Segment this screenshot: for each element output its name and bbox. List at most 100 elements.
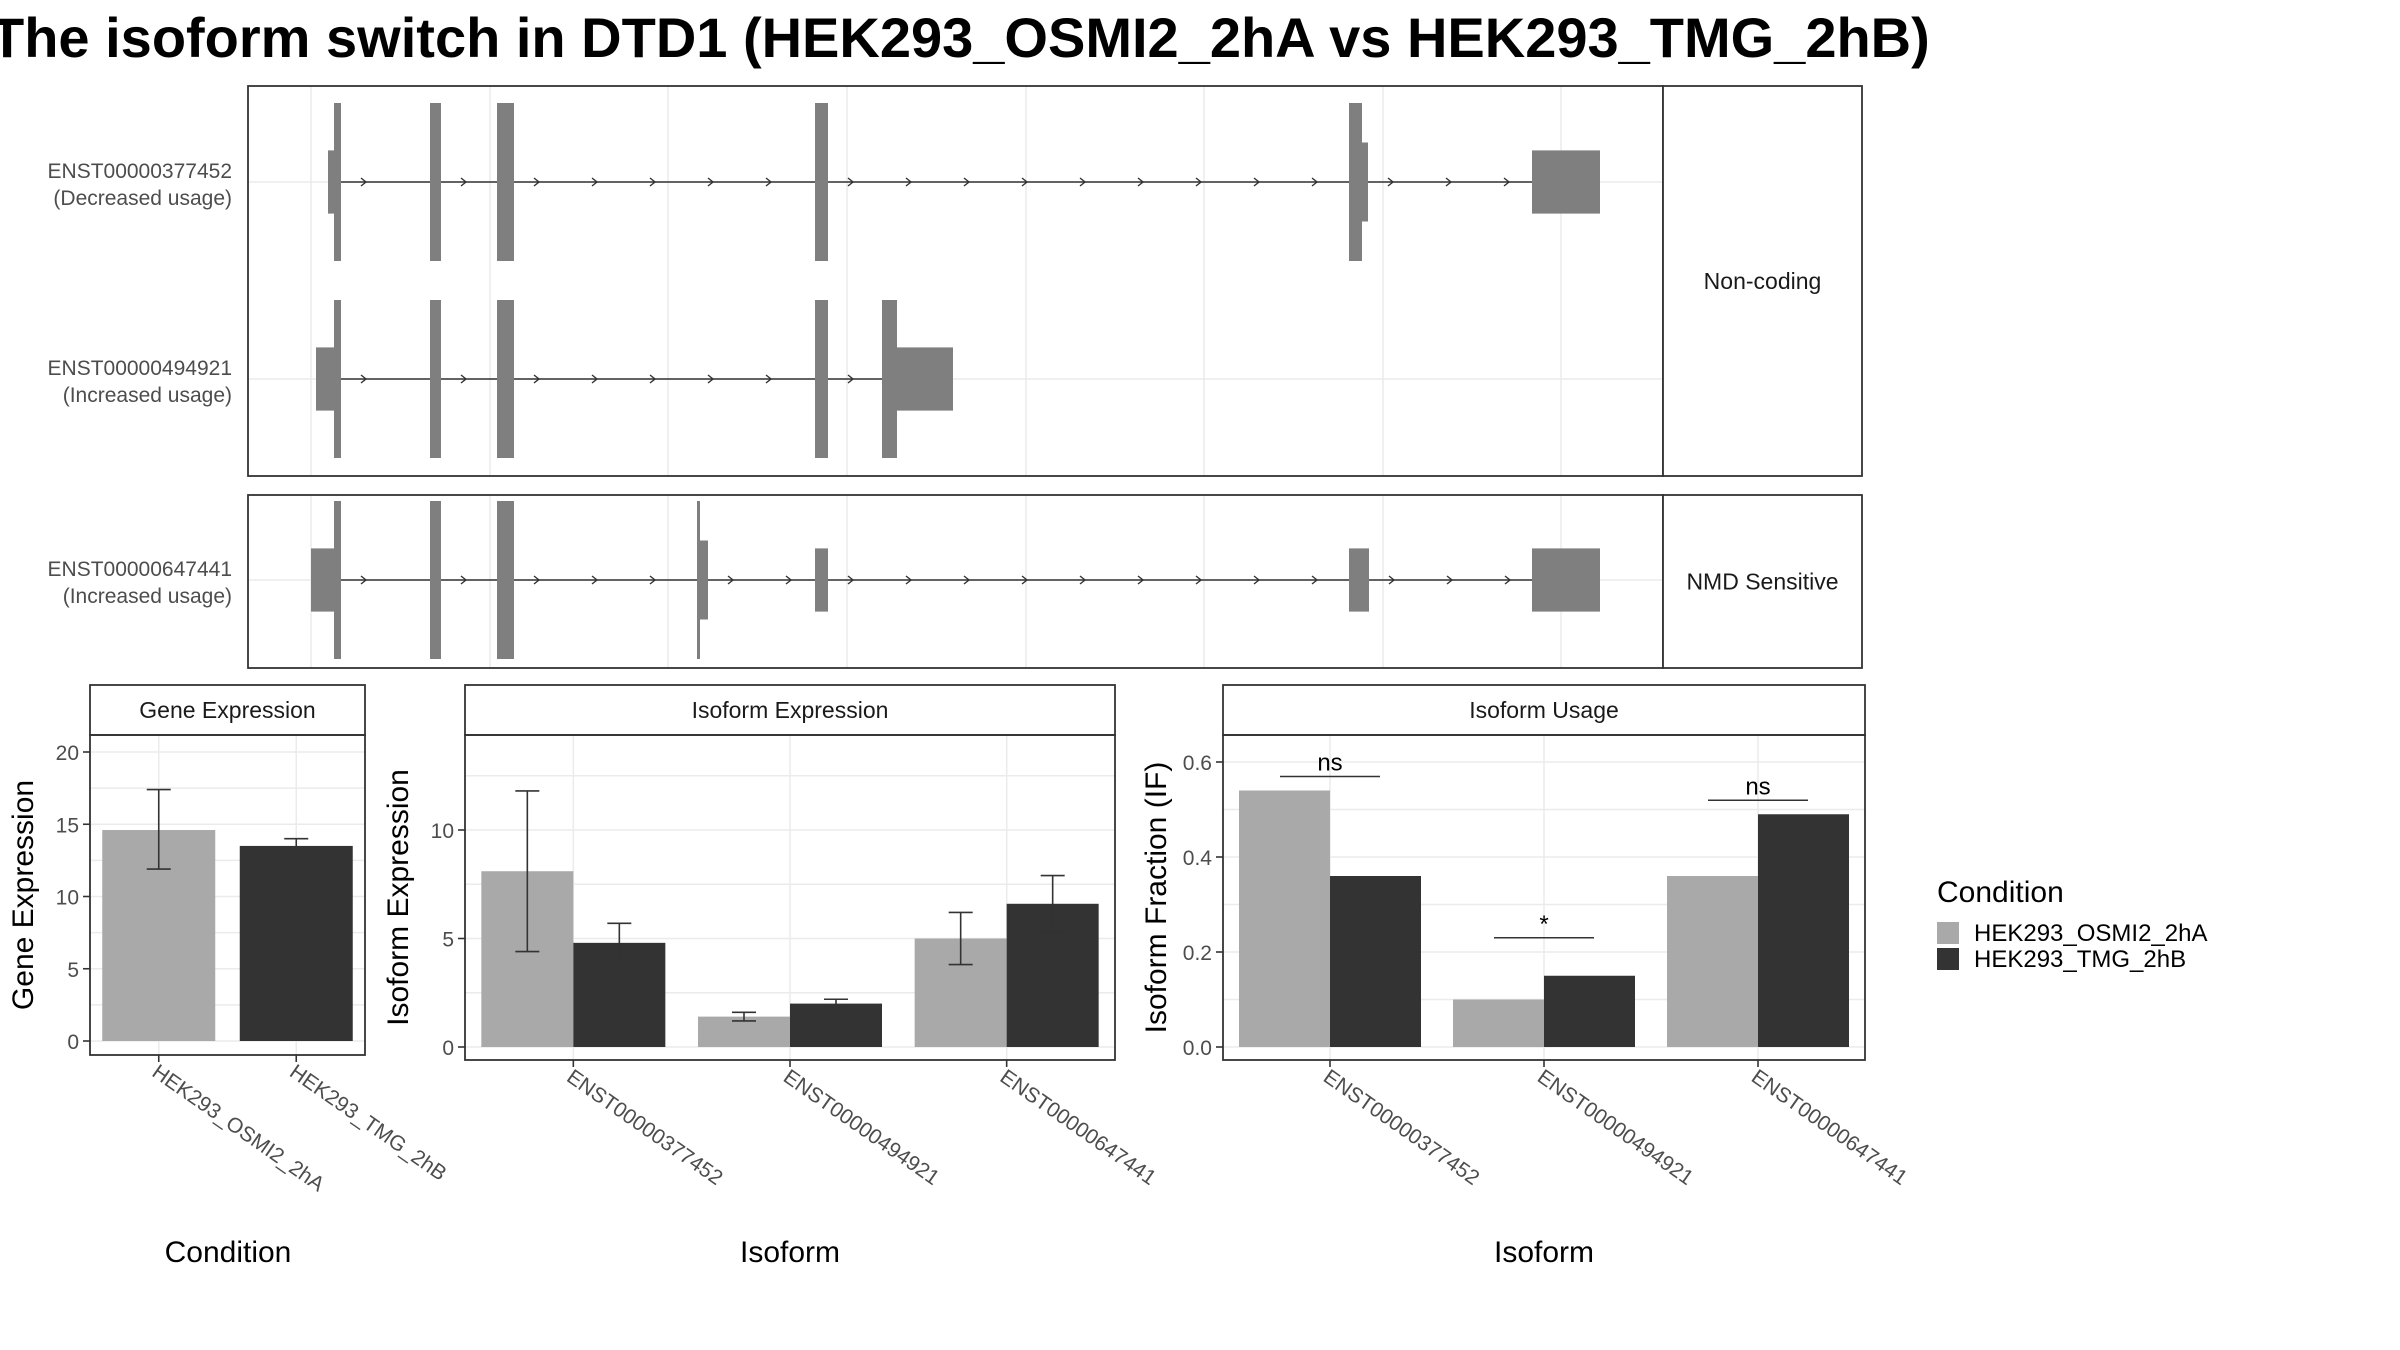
y-tick-label: 0.6 <box>1183 752 1212 775</box>
plot-title: The isoform switch in DTD1 (HEK293_OSMI2… <box>0 6 1930 69</box>
direction-arrow <box>1445 177 1453 187</box>
bar <box>1453 999 1544 1047</box>
legend-swatch <box>1937 948 1959 970</box>
facet-strip-label: NMD Sensitive <box>1686 569 1838 595</box>
direction-arrow <box>460 374 468 384</box>
exon-block <box>815 548 828 612</box>
y-tick-label: 5 <box>442 929 454 952</box>
facet-strip <box>89 684 366 736</box>
legend-item-label: HEK293_OSMI2_2hA <box>1974 920 2207 947</box>
significance-label: ns <box>1317 750 1342 777</box>
direction-arrow <box>727 575 735 585</box>
y-tick-label: 0.2 <box>1183 942 1212 965</box>
exon-block <box>334 103 341 261</box>
bar <box>1667 876 1758 1047</box>
exon-block <box>1532 548 1600 612</box>
transcript-label: ENST00000494921 <box>48 357 232 380</box>
direction-arrow <box>963 575 971 585</box>
x-tick-label: ENST00000494921 <box>1533 1065 1697 1190</box>
exon-block <box>334 501 341 659</box>
chart-panel <box>89 734 366 1056</box>
y-tick-label: 10 <box>56 887 79 910</box>
legend-item-label: HEK293_TMG_2hB <box>1974 946 2186 973</box>
plot-layer: Non-coding ENST00000377452 (Decreased usag… <box>7 85 2207 1269</box>
exon-block <box>895 347 953 411</box>
exon-block <box>1360 142 1368 222</box>
transcript-label: ENST00000647441 <box>48 558 232 581</box>
direction-arrow <box>591 177 599 187</box>
exon-block <box>430 300 441 458</box>
direction-arrow <box>905 575 913 585</box>
x-tick-label: ENST00000377452 <box>1319 1065 1483 1190</box>
exon-block <box>497 103 514 261</box>
transcript-usage-label: (Increased usage) <box>63 585 232 608</box>
direction-arrow <box>707 374 715 384</box>
facet-strip <box>1662 85 1863 477</box>
direction-arrow <box>649 177 657 187</box>
exon-block <box>430 103 441 261</box>
direction-arrow <box>1504 575 1512 585</box>
facet-strip <box>1662 494 1863 669</box>
direction-arrow <box>1253 177 1261 187</box>
exon-block <box>497 300 514 458</box>
x-axis-title: Isoform <box>740 1236 840 1269</box>
legend-swatch <box>1937 922 1959 944</box>
direction-arrow <box>1021 575 1029 585</box>
direction-arrow <box>1446 575 1454 585</box>
direction-arrow <box>360 575 368 585</box>
transcript-panel <box>247 85 1664 477</box>
direction-arrow <box>591 374 599 384</box>
x-tick-label: ENST00000377452 <box>562 1065 726 1190</box>
y-tick-label: 0.0 <box>1183 1037 1212 1060</box>
bar <box>239 845 353 1041</box>
exon-block <box>1349 548 1369 612</box>
bar <box>1544 975 1635 1047</box>
direction-arrow <box>360 177 368 187</box>
x-axis-title: Condition <box>165 1236 292 1269</box>
x-tick-label: ENST00000647441 <box>996 1065 1160 1190</box>
direction-arrow <box>533 374 541 384</box>
direction-arrow <box>1079 575 1087 585</box>
chart-title: Gene Expression <box>139 697 315 723</box>
y-tick-label: 20 <box>56 742 79 765</box>
exon-block <box>1532 150 1600 214</box>
direction-arrow <box>533 177 541 187</box>
y-axis-title: Gene Expression <box>7 780 40 1010</box>
direction-arrow <box>963 177 971 187</box>
y-tick-label: 10 <box>431 820 454 843</box>
exon-block <box>697 501 700 659</box>
y-tick-label: 0 <box>67 1031 79 1054</box>
direction-arrow <box>765 374 773 384</box>
direction-arrow <box>1137 177 1145 187</box>
direction-arrow <box>533 575 541 585</box>
direction-arrow <box>785 575 793 585</box>
exon-block <box>700 540 708 620</box>
chart-title: Isoform Usage <box>1469 697 1619 723</box>
direction-arrow <box>1253 575 1261 585</box>
direction-arrow <box>765 177 773 187</box>
exon-block <box>815 300 828 458</box>
y-tick-label: 5 <box>67 959 79 982</box>
legend-title: Condition <box>1937 876 2064 909</box>
chart-title: Isoform Expression <box>692 697 889 723</box>
exon-block <box>815 103 828 261</box>
exon-block <box>497 501 514 659</box>
exon-block <box>430 501 441 659</box>
direction-arrow <box>360 374 368 384</box>
direction-arrow <box>1387 177 1395 187</box>
y-tick-label: 15 <box>56 814 79 837</box>
direction-arrow <box>649 374 657 384</box>
y-axis-title: Isoform Expression <box>382 769 415 1026</box>
direction-arrow <box>1079 177 1087 187</box>
direction-arrow <box>847 177 855 187</box>
exon-block <box>328 150 336 214</box>
exon-block <box>311 548 336 612</box>
transcript-usage-label: (Decreased usage) <box>53 187 232 210</box>
bar <box>1239 790 1330 1047</box>
direction-arrow <box>1195 575 1203 585</box>
direction-arrow <box>649 575 657 585</box>
x-axis-title: Isoform <box>1494 1236 1594 1269</box>
direction-arrow <box>460 177 468 187</box>
